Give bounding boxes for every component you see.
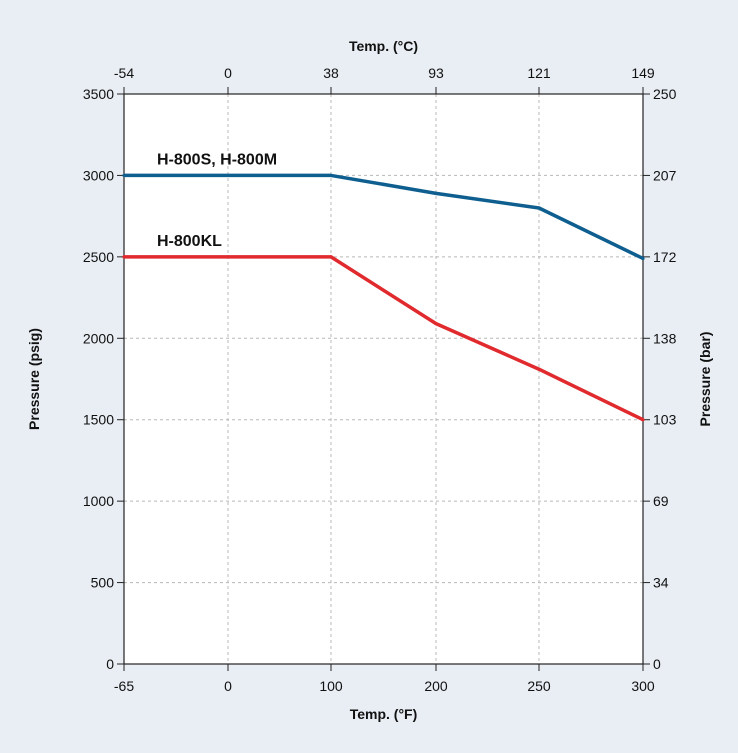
data-point xyxy=(122,255,126,259)
y-right-tick-label: 69 xyxy=(653,493,669,509)
x-top-axis-title: Temp. (°C) xyxy=(349,38,418,54)
y-right-tick-label: 172 xyxy=(653,249,677,265)
x-top-tick-label: 149 xyxy=(631,65,655,81)
data-point xyxy=(329,255,333,259)
y-tick-label: 2500 xyxy=(83,249,114,265)
series-line-1 xyxy=(124,173,644,261)
y-tick-label: 1000 xyxy=(83,493,114,509)
data-point xyxy=(537,206,541,210)
y-right-tick-label: 103 xyxy=(653,412,677,428)
axes: -65 0 100 200 250 300-54 0 38 93 121 1490500100015… xyxy=(83,65,677,694)
y-right-tick-label: 34 xyxy=(653,575,669,591)
plot-area xyxy=(124,94,643,664)
x-top-tick-label: 121 xyxy=(527,65,551,81)
data-point xyxy=(537,367,541,371)
y-right-tick-label: 138 xyxy=(653,330,677,346)
data-point xyxy=(434,191,438,195)
data-point xyxy=(329,173,333,178)
x-tick-label: -65 xyxy=(114,678,134,694)
series-label-1: H-800S, H-800M xyxy=(157,151,277,168)
series-line-2 xyxy=(124,255,644,422)
x-top-tick-label: 38 xyxy=(323,65,339,81)
x-tick-label: 250 xyxy=(527,678,551,694)
y-right-axis-title: Pressure (bar) xyxy=(697,332,713,427)
x-tick-label: 100 xyxy=(319,678,343,694)
y-axis-title: Pressure (psig) xyxy=(26,328,42,430)
series-label-2: H-800KL xyxy=(157,233,222,250)
data-point xyxy=(434,322,438,326)
data-point xyxy=(641,256,645,261)
data-point xyxy=(122,173,126,178)
y-tick-label: 2000 xyxy=(83,330,114,346)
y-tick-label: 0 xyxy=(106,656,114,672)
y-tick-label: 3500 xyxy=(83,86,114,102)
x-tick-label: 200 xyxy=(424,678,448,694)
plot-frame xyxy=(123,93,644,665)
x-tick-label: 300 xyxy=(631,678,655,694)
data-point xyxy=(226,255,230,259)
grid-lines xyxy=(124,94,643,664)
y-right-tick-label: 207 xyxy=(653,167,677,183)
x-top-tick-label: -54 xyxy=(114,65,134,81)
y-tick-label: 1500 xyxy=(83,412,114,428)
x-top-tick-label: 93 xyxy=(428,65,444,81)
data-point xyxy=(226,173,230,178)
y-tick-label: 500 xyxy=(91,575,115,591)
labels-layer: Temp. (°F) Temp. (°C) Pressure (psig) Press… xyxy=(26,38,713,722)
x-tick-label: 0 xyxy=(224,678,232,694)
y-tick-label: 3000 xyxy=(83,167,114,183)
x-top-tick-label: 0 xyxy=(224,65,232,81)
data-point xyxy=(641,418,645,422)
y-right-tick-label: 0 xyxy=(653,656,661,672)
x-axis-title: Temp. (°F) xyxy=(350,706,418,722)
series-layer xyxy=(122,173,645,422)
y-right-tick-label: 250 xyxy=(653,86,677,102)
